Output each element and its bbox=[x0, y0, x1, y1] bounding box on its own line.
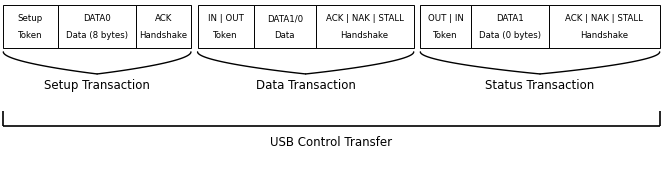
Text: Handshake: Handshake bbox=[341, 31, 389, 40]
Text: Token: Token bbox=[433, 31, 458, 40]
Text: Token: Token bbox=[213, 31, 238, 40]
Bar bbox=[471, 5, 549, 48]
Text: IN | OUT: IN | OUT bbox=[208, 14, 244, 23]
Text: Setup Transaction: Setup Transaction bbox=[44, 79, 150, 92]
Text: OUT | IN: OUT | IN bbox=[428, 14, 463, 23]
Text: ACK: ACK bbox=[154, 14, 172, 23]
Bar bbox=[316, 5, 414, 48]
Text: ACK | NAK | STALL: ACK | NAK | STALL bbox=[326, 14, 404, 23]
Bar bbox=[58, 5, 136, 48]
Text: Data (0 bytes): Data (0 bytes) bbox=[479, 31, 541, 40]
Bar bbox=[420, 5, 471, 48]
Text: Data (8 bytes): Data (8 bytes) bbox=[66, 31, 128, 40]
Bar bbox=[549, 5, 660, 48]
Text: Data Transaction: Data Transaction bbox=[256, 79, 355, 92]
Bar bbox=[254, 5, 316, 48]
Text: Data: Data bbox=[274, 31, 295, 40]
Text: ACK | NAK | STALL: ACK | NAK | STALL bbox=[566, 14, 643, 23]
Text: Handshake: Handshake bbox=[580, 31, 629, 40]
Bar bbox=[3, 5, 58, 48]
Text: Setup: Setup bbox=[18, 14, 43, 23]
Text: DATA1/0: DATA1/0 bbox=[267, 14, 303, 23]
Bar bbox=[136, 5, 191, 48]
Text: Handshake: Handshake bbox=[139, 31, 188, 40]
Text: Status Transaction: Status Transaction bbox=[485, 79, 595, 92]
Text: DATA1: DATA1 bbox=[496, 14, 524, 23]
Text: USB Control Transfer: USB Control Transfer bbox=[271, 136, 392, 149]
Bar bbox=[198, 5, 254, 48]
Text: DATA0: DATA0 bbox=[83, 14, 111, 23]
Text: Token: Token bbox=[18, 31, 43, 40]
